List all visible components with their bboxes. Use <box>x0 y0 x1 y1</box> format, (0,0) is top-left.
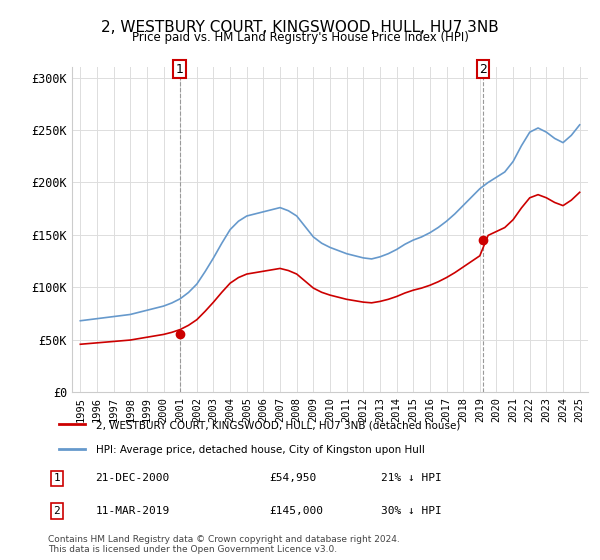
Text: 11-MAR-2019: 11-MAR-2019 <box>95 506 170 516</box>
Text: 2: 2 <box>53 506 60 516</box>
Text: 2, WESTBURY COURT, KINGSWOOD, HULL, HU7 3NB (detached house): 2, WESTBURY COURT, KINGSWOOD, HULL, HU7 … <box>95 420 460 430</box>
Text: Contains HM Land Registry data © Crown copyright and database right 2024.
This d: Contains HM Land Registry data © Crown c… <box>48 535 400 554</box>
Text: £145,000: £145,000 <box>270 506 324 516</box>
Text: HPI: Average price, detached house, City of Kingston upon Hull: HPI: Average price, detached house, City… <box>95 445 424 455</box>
Text: 21-DEC-2000: 21-DEC-2000 <box>95 473 170 483</box>
Text: 2, WESTBURY COURT, KINGSWOOD, HULL, HU7 3NB: 2, WESTBURY COURT, KINGSWOOD, HULL, HU7 … <box>101 20 499 35</box>
Text: £54,950: £54,950 <box>270 473 317 483</box>
Text: 1: 1 <box>176 63 184 76</box>
Text: Price paid vs. HM Land Registry's House Price Index (HPI): Price paid vs. HM Land Registry's House … <box>131 31 469 44</box>
Text: 30% ↓ HPI: 30% ↓ HPI <box>380 506 442 516</box>
Text: 2: 2 <box>479 63 487 76</box>
Text: 21% ↓ HPI: 21% ↓ HPI <box>380 473 442 483</box>
Text: 1: 1 <box>53 473 60 483</box>
